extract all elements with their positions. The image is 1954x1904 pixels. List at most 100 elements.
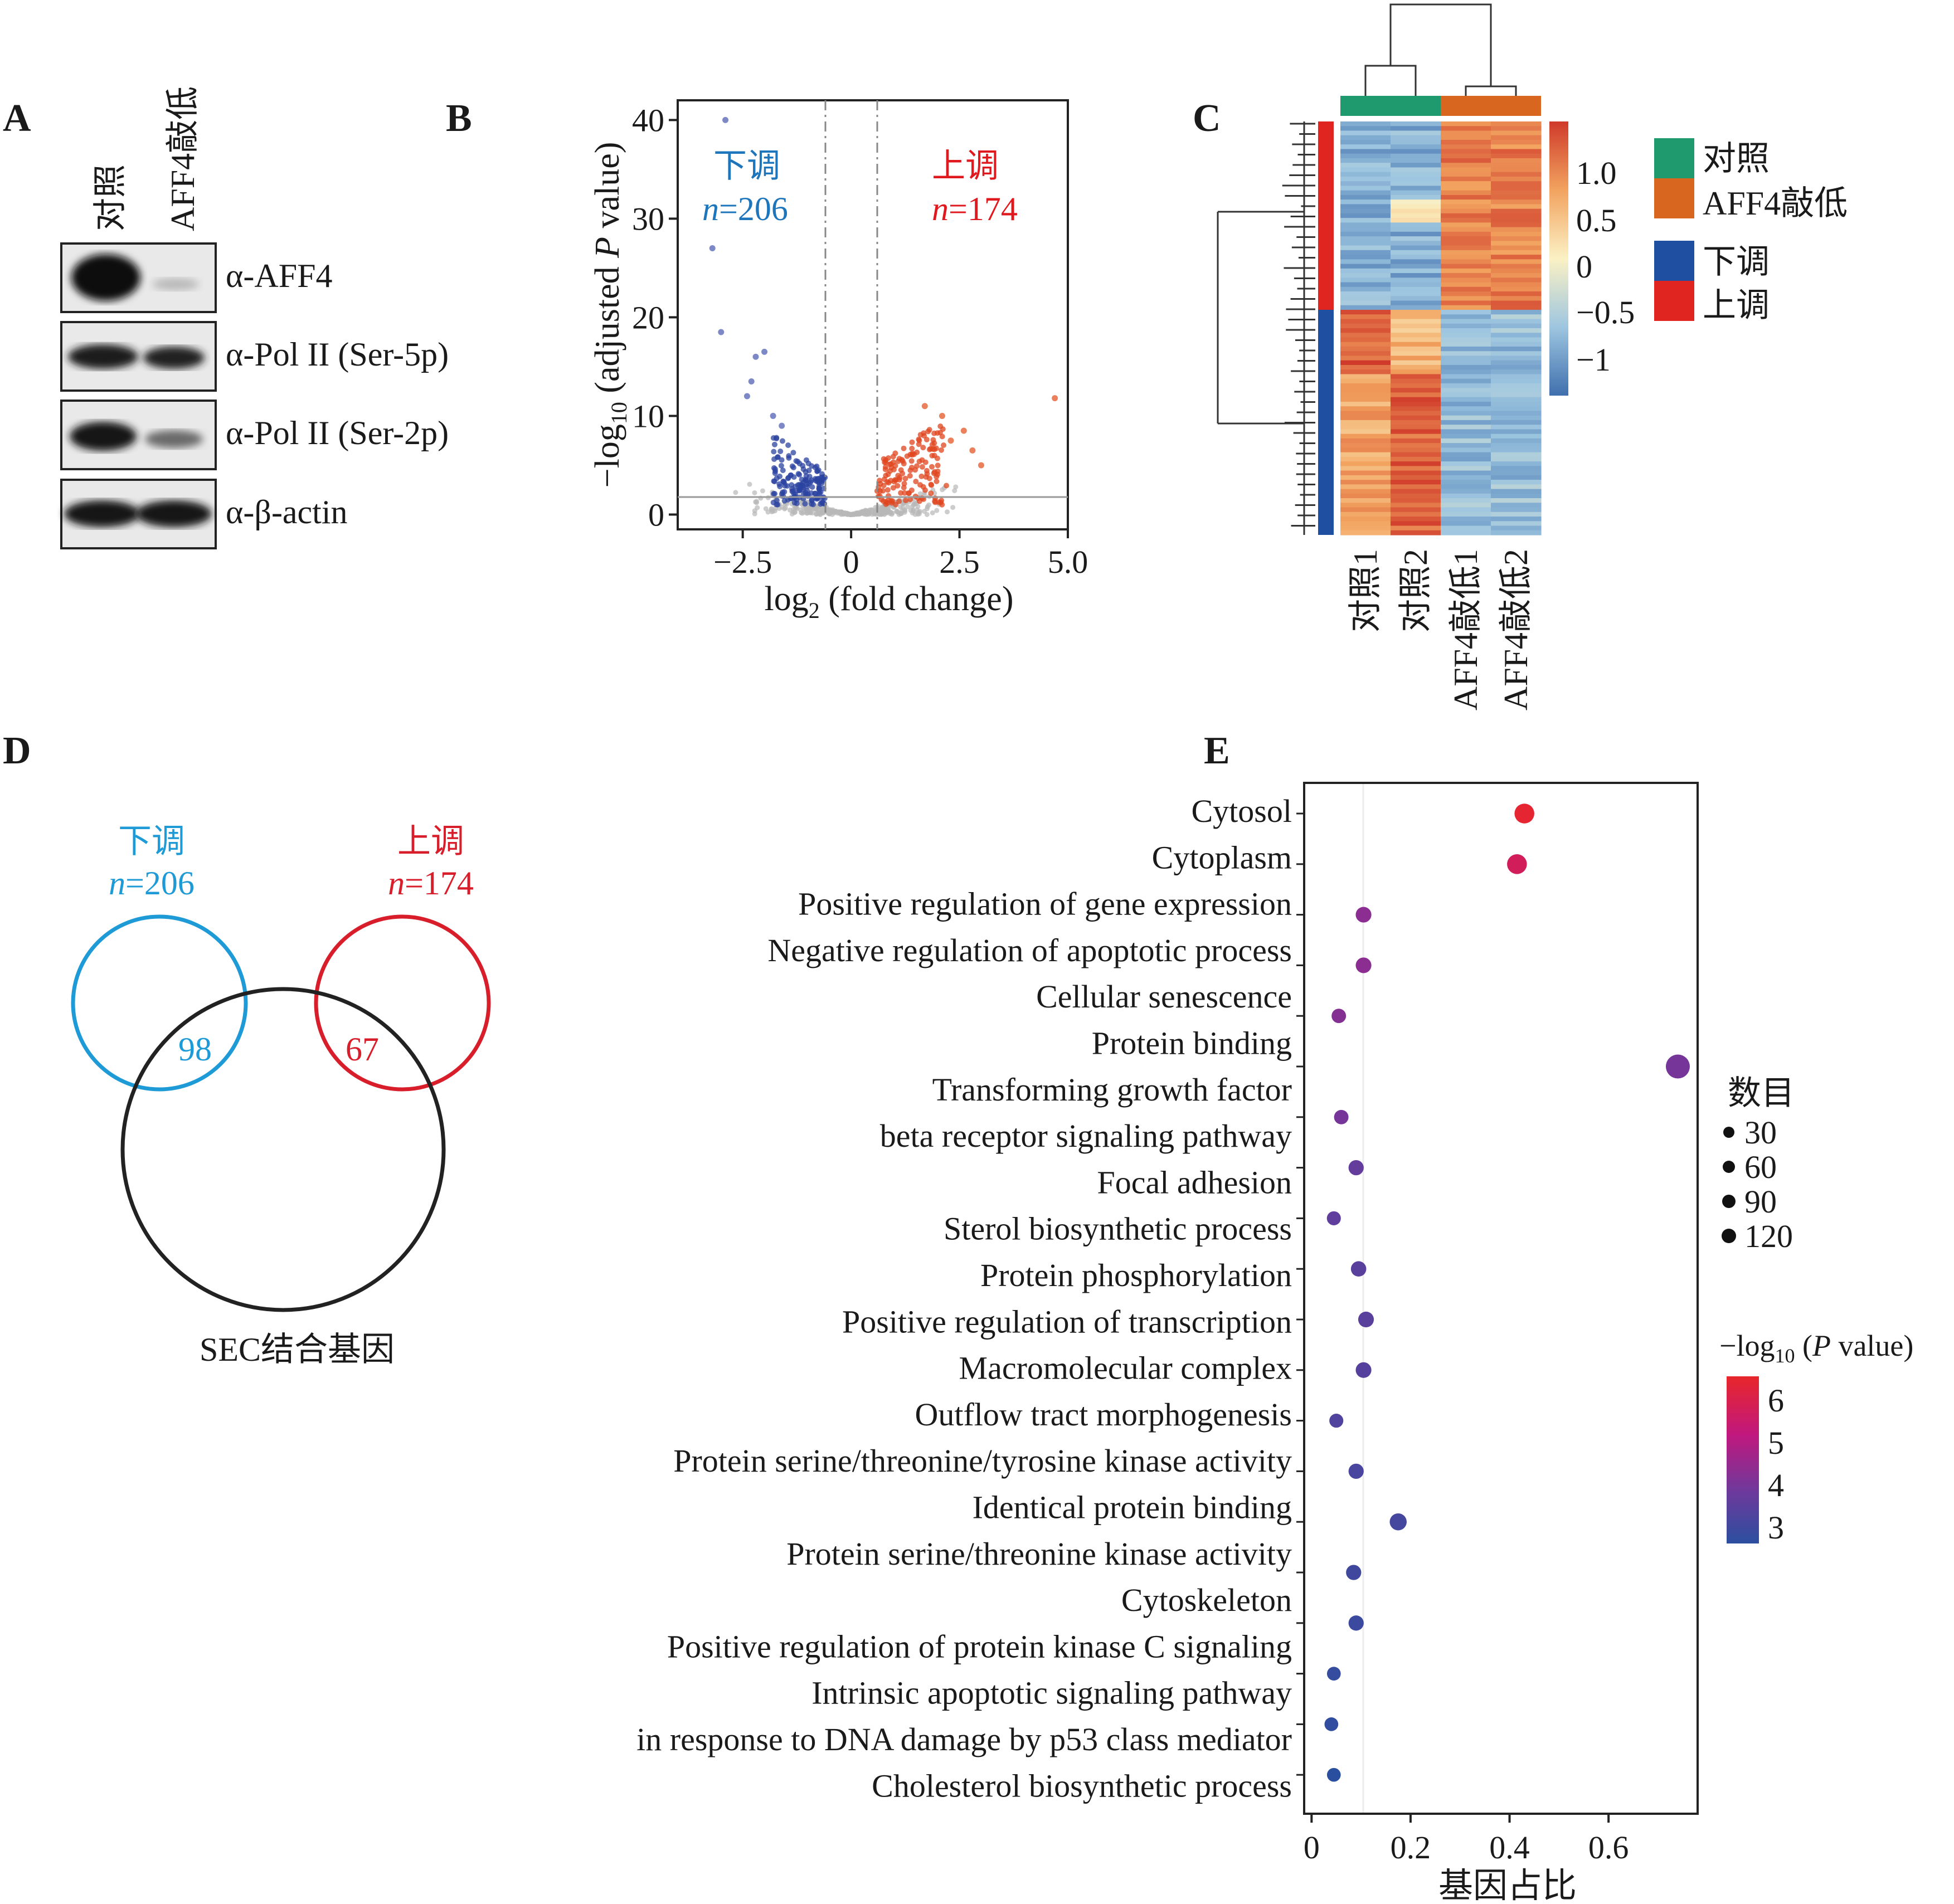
volcano-point-down xyxy=(820,499,826,505)
volcano-point-up xyxy=(947,437,954,444)
volcano-point-down xyxy=(781,479,787,485)
heatmap-cell xyxy=(1441,406,1491,411)
volcano-point-ns xyxy=(895,509,900,514)
heatmap-cell xyxy=(1391,121,1441,126)
heatmap-cell xyxy=(1340,163,1391,168)
volcano-point-up xyxy=(944,483,950,489)
go-points xyxy=(1324,804,1690,1782)
heatmap-cell xyxy=(1491,218,1542,223)
volcano-point-ns xyxy=(863,508,868,513)
heatmap-cell xyxy=(1391,158,1441,163)
heatmap-cell xyxy=(1340,208,1391,214)
heatmap-cell xyxy=(1491,208,1542,214)
heatmap-cell xyxy=(1491,521,1542,527)
heatmap-cell xyxy=(1340,158,1391,163)
heatmap-cell xyxy=(1391,383,1441,388)
heatmap-cell xyxy=(1340,176,1391,182)
heatmap-cell xyxy=(1340,401,1391,407)
heatmap-cell xyxy=(1491,401,1542,407)
heatmap-cell xyxy=(1441,342,1491,347)
heatmap-cell xyxy=(1441,153,1491,159)
heatmap-cell xyxy=(1441,323,1491,329)
volcano-point-ns xyxy=(898,504,903,510)
heatmap-cell xyxy=(1391,264,1441,269)
volcano-point-up xyxy=(1052,395,1058,402)
heatmap-cell xyxy=(1340,397,1391,402)
venn-overlap-up: 67 xyxy=(346,1031,379,1068)
volcano-point-down xyxy=(802,501,808,507)
heatmap-cell xyxy=(1491,264,1542,269)
go-point xyxy=(1348,1463,1364,1479)
heatmap-cell xyxy=(1340,144,1391,150)
heatmap-col-2: 对照2 xyxy=(1397,549,1434,632)
volcano-point-ns xyxy=(930,510,935,515)
heatmap-cell xyxy=(1491,255,1542,260)
go-term-label: Outflow tract morphogenesis xyxy=(915,1396,1292,1433)
legend-swatch-up xyxy=(1654,281,1694,321)
go-term-label: Negative regulation of apoptotic process xyxy=(767,932,1292,968)
volcano-point-ns xyxy=(814,505,819,510)
heatmap-cell xyxy=(1491,443,1542,448)
volcano-axes: −2.5 0 2.5 5.0 0 10 20 30 40 xyxy=(632,102,1088,580)
heatmap-cell xyxy=(1491,415,1542,421)
heatmap-cell xyxy=(1391,512,1441,517)
heatmap-cell xyxy=(1441,517,1491,522)
heatmap-cell xyxy=(1441,337,1491,343)
heatmap-cell xyxy=(1491,314,1542,320)
heatmap-cell xyxy=(1391,425,1441,430)
heatmap-cell xyxy=(1491,525,1542,531)
heatmap-col-1: 对照1 xyxy=(1347,549,1384,632)
volcano-point-down xyxy=(796,471,803,478)
heatmap-cell xyxy=(1391,493,1441,499)
heatmap-cell xyxy=(1441,452,1491,457)
volcano-point-down xyxy=(771,491,777,497)
volcano-point-up xyxy=(935,462,941,469)
volcano-point-up xyxy=(901,485,907,491)
heatmap-cell xyxy=(1340,447,1391,453)
heatmap-cell xyxy=(1391,245,1441,251)
size-legend-30: 30 xyxy=(1744,1114,1777,1151)
color-tick-3: 3 xyxy=(1768,1509,1784,1546)
go-term-label: Sterol biosynthetic process xyxy=(944,1211,1292,1247)
volcano-down-n: n=206 xyxy=(702,191,788,227)
venn-up-n: n=174 xyxy=(388,865,474,902)
heatmap-cell xyxy=(1441,447,1491,453)
heatmap-cell xyxy=(1491,493,1542,499)
heatmap-cell xyxy=(1441,286,1491,292)
heatmap-cell xyxy=(1391,498,1441,503)
go-frame xyxy=(1303,782,1699,1815)
heatmap-cell xyxy=(1491,456,1542,462)
volcano-point-down xyxy=(789,463,795,469)
heatmap-cell xyxy=(1441,383,1491,388)
heatmap-cell xyxy=(1491,268,1542,274)
heatmap-cell xyxy=(1340,310,1391,315)
heatmap-cell xyxy=(1491,222,1542,228)
volcano-point-up xyxy=(938,447,944,453)
volcano-up-label: 上调 xyxy=(932,148,999,184)
volcano-point-down xyxy=(771,456,777,462)
volcano-point-down xyxy=(796,487,803,493)
volcano-point-down xyxy=(777,484,783,490)
volcano-up-n: n=174 xyxy=(932,191,1018,227)
go-point xyxy=(1665,1054,1690,1079)
heatmap-cell xyxy=(1391,286,1441,292)
heatmap-cell xyxy=(1391,507,1441,513)
volcano-point-up xyxy=(928,490,934,496)
heatmap-cell xyxy=(1340,342,1391,347)
volcano-point-up xyxy=(881,456,887,462)
volcano-point-down xyxy=(771,479,777,485)
volcano-point-up xyxy=(939,434,945,440)
volcano-point-down xyxy=(779,457,785,463)
volcano-point-ns xyxy=(878,511,884,517)
heatmap-cell xyxy=(1441,512,1491,517)
heatmap-cell xyxy=(1391,135,1441,140)
heatmap-cell xyxy=(1441,411,1491,416)
volcano-point-up xyxy=(939,498,945,504)
heatmap-cell xyxy=(1391,144,1441,150)
volcano-point-down xyxy=(779,491,785,497)
heatmap-cell xyxy=(1491,121,1542,126)
heatmap-cell xyxy=(1391,333,1441,338)
heatmap-cell xyxy=(1491,194,1542,200)
volcano-point-ns xyxy=(934,508,940,513)
volcano-point-ns xyxy=(854,512,859,517)
